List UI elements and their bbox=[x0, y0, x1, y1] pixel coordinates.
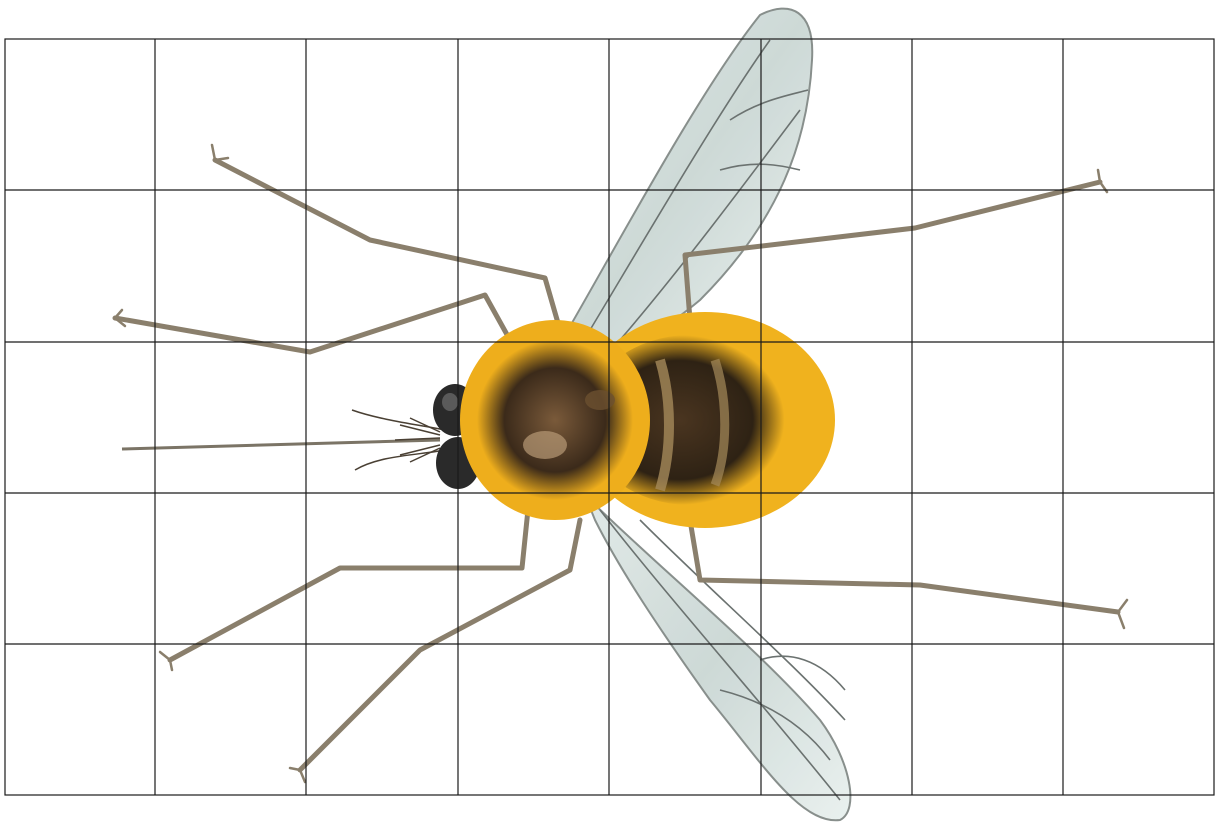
page bbox=[0, 0, 1219, 828]
body bbox=[460, 312, 835, 528]
grid bbox=[5, 39, 1214, 795]
head bbox=[122, 384, 480, 489]
illustration bbox=[0, 0, 1219, 828]
